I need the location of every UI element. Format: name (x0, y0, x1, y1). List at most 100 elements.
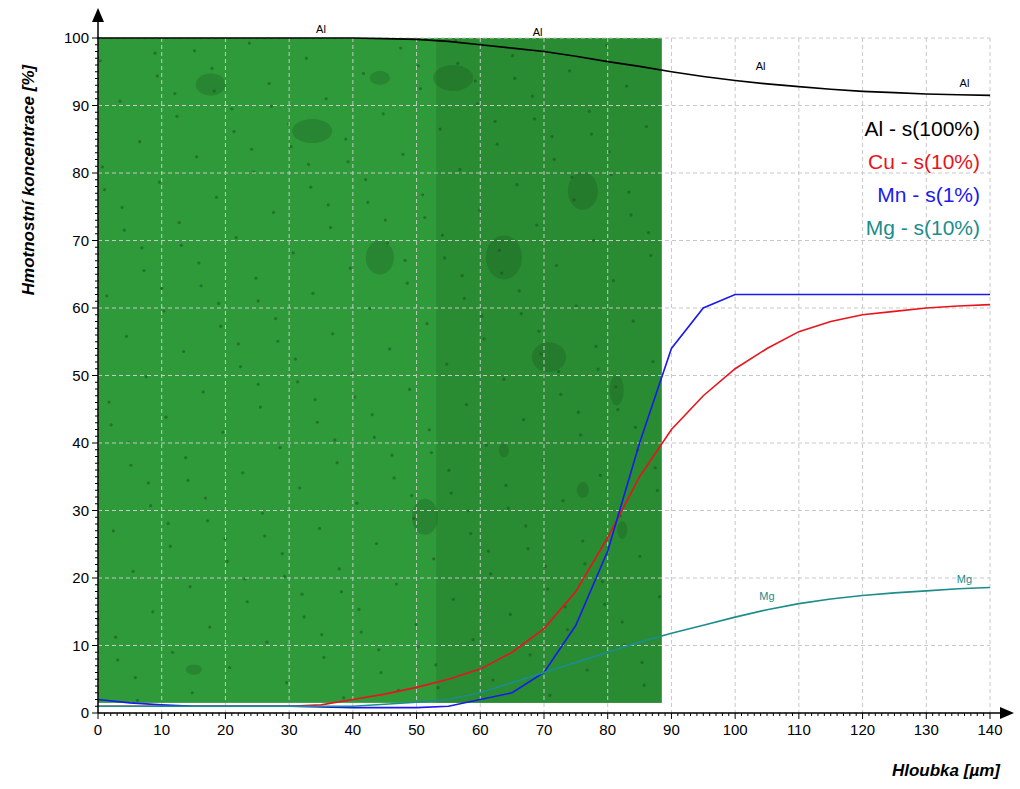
y-minor-tick (95, 584, 98, 585)
y-minor-tick (95, 402, 98, 403)
x-minor-tick (314, 713, 315, 716)
micrograph-speck (184, 456, 187, 459)
y-minor-tick (95, 200, 98, 201)
micrograph-speck (169, 545, 172, 548)
y-minor-tick (95, 51, 98, 52)
x-tick-label: 60 (472, 721, 489, 738)
micrograph-speck (246, 600, 249, 603)
x-minor-tick (136, 713, 137, 716)
x-minor-tick (881, 713, 882, 716)
x-minor-tick (601, 713, 602, 716)
micrograph-speck (414, 623, 417, 626)
micrograph-speck (399, 47, 402, 50)
y-minor-tick (95, 497, 98, 498)
micrograph-speck (116, 658, 119, 661)
y-tick (92, 645, 98, 646)
micrograph-speck (654, 466, 657, 469)
micrograph (96, 36, 661, 702)
micrograph-speck (309, 186, 312, 189)
micrograph-speck (335, 461, 338, 464)
x-minor-tick (563, 713, 564, 716)
micrograph-speck (226, 560, 229, 563)
x-minor-tick (665, 713, 666, 716)
y-minor-tick (95, 98, 98, 99)
micrograph-grain (532, 342, 566, 372)
x-tick-label: 90 (663, 721, 680, 738)
x-minor-tick (760, 713, 761, 716)
micrograph-speck (570, 175, 573, 178)
x-minor-tick (168, 713, 169, 716)
x-minor-tick (327, 713, 328, 716)
x-tick-label: 50 (408, 721, 425, 738)
y-minor-tick (95, 132, 98, 133)
y-minor-tick (95, 294, 98, 295)
micrograph-speck (186, 479, 189, 482)
x-minor-tick (429, 713, 430, 716)
x-minor-tick (894, 713, 895, 716)
micrograph-speck (423, 216, 426, 219)
x-tick (990, 713, 991, 719)
x-minor-tick (919, 713, 920, 716)
x-minor-tick (716, 713, 717, 716)
micrograph-speck (408, 388, 411, 391)
micrograph-speck (193, 49, 196, 52)
micrograph-speck (263, 534, 266, 537)
y-minor-tick (95, 618, 98, 619)
micrograph-speck (526, 547, 529, 550)
micrograph-speck (274, 317, 277, 320)
x-tick (862, 713, 863, 719)
grid-line-y (98, 645, 990, 646)
micrograph-speck (162, 309, 165, 312)
y-minor-tick (95, 321, 98, 322)
micrograph-grain (412, 499, 438, 535)
y-tick (92, 240, 98, 241)
micrograph-speck (533, 117, 536, 120)
micrograph-speck (156, 74, 159, 77)
x-minor-tick (276, 713, 277, 716)
micrograph-speck (259, 405, 262, 408)
y-minor-tick (95, 544, 98, 545)
micrograph-speck (303, 615, 306, 618)
grid-line-y (98, 240, 990, 241)
x-minor-tick (939, 713, 940, 716)
micrograph-speck (221, 431, 224, 434)
y-minor-tick (95, 227, 98, 228)
x-minor-tick (696, 713, 697, 716)
y-tick (92, 713, 98, 714)
micrograph-speck (121, 206, 124, 209)
legend: Al - s(100%)Cu - s(10%)Mn - s(1%)Mg - s(… (864, 117, 980, 239)
grid-line-y (98, 375, 990, 376)
micrograph-speck (485, 443, 488, 446)
micrograph-speck (557, 370, 560, 373)
grid-line-y (98, 443, 990, 444)
micrograph-speck (456, 62, 459, 65)
micrograph-speck (555, 264, 558, 267)
micrograph-speck (627, 191, 630, 194)
micrograph-speck (377, 648, 380, 651)
y-minor-tick (95, 179, 98, 180)
x-minor-tick (301, 713, 302, 716)
micrograph-speck (553, 158, 556, 161)
x-minor-tick (244, 713, 245, 716)
micrograph-speck (379, 671, 382, 674)
y-minor-tick (95, 348, 98, 349)
micrograph-speck (572, 198, 575, 201)
y-minor-tick (95, 254, 98, 255)
legend-entry: Mn - s(1%) (877, 183, 980, 206)
micrograph-speck (178, 221, 181, 224)
y-minor-tick (95, 368, 98, 369)
micrograph-speck (322, 656, 325, 659)
micrograph-grain (499, 443, 509, 457)
x-minor-tick (454, 713, 455, 716)
micrograph-speck (529, 653, 532, 656)
x-minor-tick (257, 713, 258, 716)
x-minor-tick (148, 713, 149, 716)
grid-line-y (98, 173, 990, 174)
micrograph-speck (390, 454, 393, 457)
x-minor-tick (582, 713, 583, 716)
x-tick (416, 713, 417, 719)
micrograph-speck (257, 383, 260, 386)
x-tick (798, 713, 799, 719)
micrograph-speck (353, 395, 356, 398)
grid-line-y (98, 578, 990, 579)
